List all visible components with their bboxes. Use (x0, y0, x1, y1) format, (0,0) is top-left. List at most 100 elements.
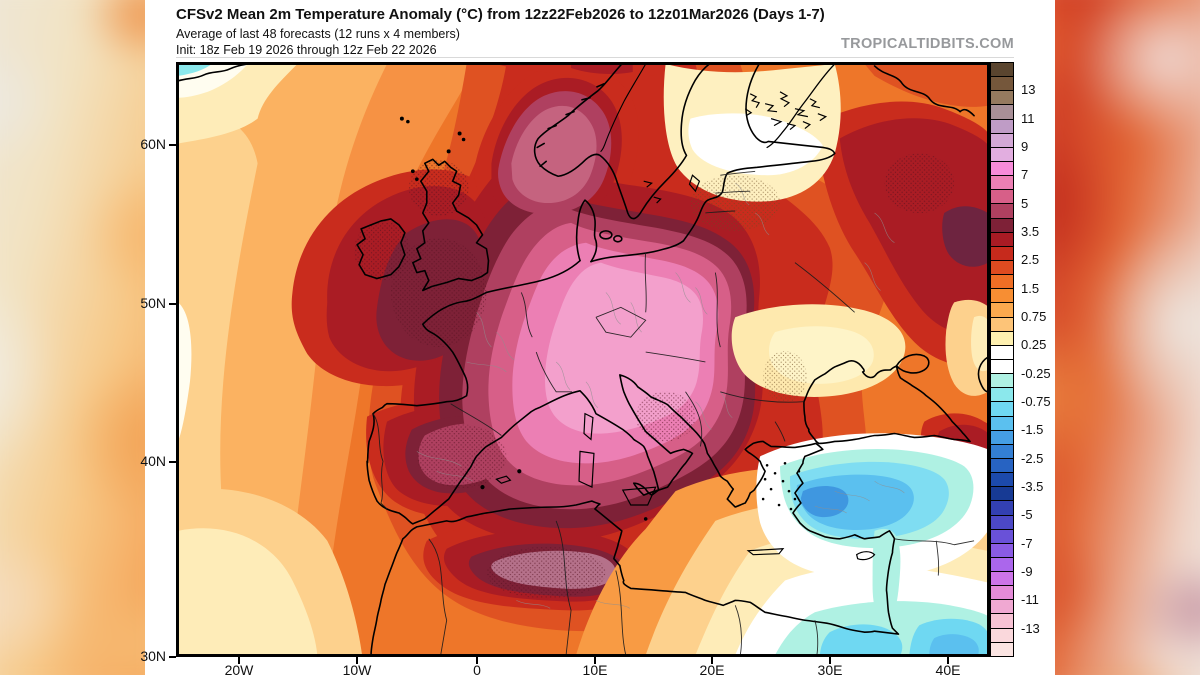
colorbar-label: -2.5 (1021, 450, 1044, 466)
colorbar-label: 0.25 (1021, 337, 1047, 353)
lat-tick (169, 656, 176, 658)
cold-anomaly-egypt (775, 528, 988, 655)
country-borders (372, 170, 975, 655)
lat-tick (169, 144, 176, 146)
colorbar-cell (991, 246, 1013, 261)
colorbar-cell (991, 487, 1013, 502)
colorbar-cell (991, 402, 1013, 417)
colorbar-cell (991, 317, 1013, 332)
colorbar-cell (991, 260, 1013, 276)
colorbar-cell (991, 388, 1013, 403)
colorbar-cell (991, 232, 1013, 247)
colorbar-cell (991, 147, 1013, 162)
colorbar-label: 0.75 (1021, 309, 1047, 324)
plot-content: CFSv2 Mean 2m Temperature Anomaly (°C) f… (140, 0, 1055, 675)
map-frame: 60N 50N 40N 30N 20W 10W 0 10E 20E 30E 40E (140, 62, 990, 675)
finland-lakes (643, 91, 828, 204)
colorbar-cell (991, 204, 1013, 219)
colorbar-cell (991, 444, 1013, 459)
coastlines (178, 64, 988, 655)
colorbar-cell (991, 303, 1013, 318)
colorbar-cell (991, 473, 1013, 488)
warm-core-zone (545, 262, 704, 434)
colorbar-label: -7 (1021, 535, 1033, 551)
lat-label: 30N (140, 648, 166, 664)
colorbar-cell (991, 430, 1013, 445)
colorbar-cell (991, 176, 1013, 191)
watermark: TROPICALTIDBITS.COM (841, 36, 1014, 52)
lon-label: 0 (473, 662, 481, 675)
map-border (178, 64, 988, 655)
lat-label: 40N (140, 453, 166, 469)
colorbar-cell (991, 458, 1013, 474)
right-blur-gradient (1055, 0, 1200, 675)
colorbar-cell (991, 119, 1013, 134)
colorbar-cell (991, 63, 1013, 78)
lon-label: 40E (935, 662, 961, 675)
colorbar-cell (991, 543, 1013, 558)
lon-label: 20W (224, 662, 254, 675)
colorbar-label: 2.5 (1021, 252, 1040, 268)
colorbar-label: -9 (1021, 564, 1033, 579)
colorbar-label: 1.5 (1021, 280, 1040, 296)
aegean-islands (761, 462, 801, 511)
lat-label: 50N (140, 295, 166, 311)
colorbar-label: 9 (1021, 139, 1029, 154)
lon-tick (947, 657, 949, 664)
colorbar-cell (991, 359, 1013, 375)
header-separator (176, 57, 1014, 58)
colorbar-cell (991, 628, 1013, 643)
colorbar-cell (991, 133, 1013, 148)
colorbar-cell (991, 190, 1013, 205)
colorbar-label: -1.5 (1021, 422, 1044, 438)
lon-tick (476, 657, 478, 664)
init-line: Init: 18z Feb 19 2026 through 12z Feb 22… (176, 43, 437, 57)
colorbar-label: 13 (1021, 82, 1036, 98)
colorbar-label: 7 (1021, 167, 1029, 183)
lon-tick (356, 657, 358, 664)
lon-tick (711, 657, 713, 664)
colorbar-cell (991, 600, 1013, 615)
colorbar-label: -11 (1021, 592, 1039, 608)
left-blur-band (0, 0, 145, 675)
colorbar-cell (991, 515, 1013, 530)
colorbar-cell (991, 161, 1013, 177)
page-title: CFSv2 Mean 2m Temperature Anomaly (°C) f… (176, 6, 825, 23)
colorbar (990, 62, 1014, 657)
colorbar-cell (991, 218, 1013, 233)
lon-tick (594, 657, 596, 664)
warm-topright-zone (864, 64, 988, 107)
colorbar-labels: 13 11 9 7 5 3.5 2.5 1.5 0.75 0.25 -0.25 -0.75 -1.5 -2… (1021, 62, 1067, 657)
islands (399, 116, 876, 561)
lon-label: 10W (342, 662, 372, 675)
colorbar-cell (991, 557, 1013, 573)
lon-label: 30E (817, 662, 843, 675)
colorbar-cell (991, 572, 1013, 587)
colorbar-cell (991, 642, 1013, 656)
right-blur-band (1055, 0, 1200, 675)
lon-label: 10E (582, 662, 608, 675)
lat-tick (169, 461, 176, 463)
lon-tick (829, 657, 831, 664)
colorbar-label: -13 (1021, 620, 1040, 636)
caspian-pale-zone (945, 299, 988, 396)
lat-label: 60N (140, 136, 166, 152)
colorbar-cell (991, 614, 1013, 629)
colorbar-label: -0.25 (1021, 365, 1051, 381)
colorbar-cell (991, 416, 1013, 431)
subtitle: Average of last 48 forecasts (12 runs x … (176, 27, 460, 41)
colorbar-cell (991, 374, 1013, 389)
colorbar-cell (991, 501, 1013, 516)
colorbar-cell (991, 331, 1013, 346)
cold-anomaly-turkey (756, 433, 988, 579)
colorbar-cell (991, 345, 1013, 360)
colorbar-label: -3.5 (1021, 479, 1044, 494)
lat-tick (169, 303, 176, 305)
admin-boundaries (416, 182, 905, 609)
colorbar-cell (991, 275, 1013, 290)
colorbar-cell (991, 586, 1013, 601)
colorbar-cell (991, 105, 1013, 120)
lon-tick (238, 657, 240, 664)
colorbar-cell (991, 529, 1013, 544)
